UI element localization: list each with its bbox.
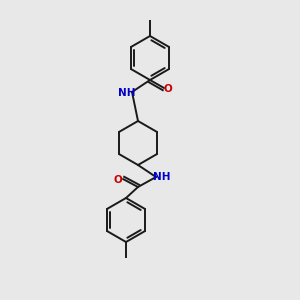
Text: NH: NH xyxy=(118,88,136,98)
Text: NH: NH xyxy=(153,172,171,182)
Text: O: O xyxy=(114,175,122,185)
Text: O: O xyxy=(164,84,172,94)
